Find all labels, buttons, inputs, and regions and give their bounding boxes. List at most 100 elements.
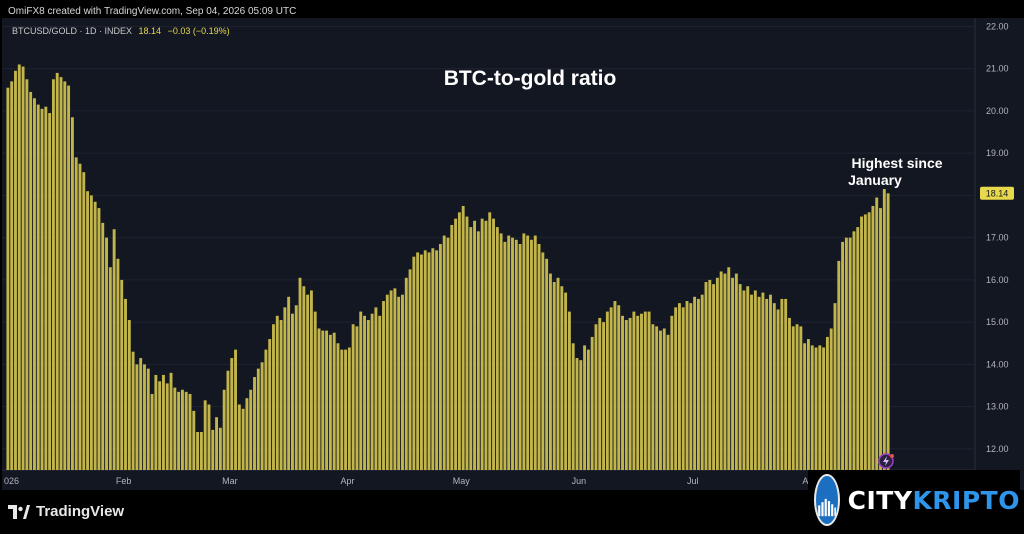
bar xyxy=(70,117,74,470)
bar xyxy=(416,252,420,470)
bar xyxy=(700,294,704,470)
bar xyxy=(249,389,253,470)
bar xyxy=(473,220,477,470)
bar xyxy=(856,227,860,470)
bar xyxy=(454,218,458,470)
brand-word-kripto: KRIPTO xyxy=(912,485,1020,515)
bar xyxy=(401,294,404,470)
bar xyxy=(484,220,488,470)
bar xyxy=(609,307,613,470)
bar xyxy=(298,277,302,470)
bar xyxy=(715,277,719,470)
bar xyxy=(503,241,507,470)
bar xyxy=(465,216,469,470)
bar xyxy=(382,301,385,470)
bar xyxy=(488,212,492,471)
bar xyxy=(158,381,162,470)
bar xyxy=(841,241,845,470)
bar xyxy=(17,64,21,471)
bar xyxy=(533,235,537,470)
bar xyxy=(169,372,173,470)
bar xyxy=(875,197,879,470)
last-price-label: 18.14 xyxy=(986,188,1009,198)
bar xyxy=(165,383,169,470)
y-tick-label: 16.00 xyxy=(986,275,1009,285)
bar xyxy=(279,320,283,470)
tradingview-logo-icon xyxy=(8,504,30,519)
bar xyxy=(674,307,678,470)
bar xyxy=(518,244,522,470)
bar xyxy=(287,296,291,470)
bar xyxy=(844,237,848,470)
bar xyxy=(704,282,708,470)
bar xyxy=(806,339,810,470)
bar xyxy=(560,286,564,470)
bar xyxy=(241,408,245,470)
bar xyxy=(207,404,211,470)
bar xyxy=(514,239,518,470)
bar xyxy=(59,77,63,470)
bar xyxy=(757,296,761,470)
bar xyxy=(541,252,545,470)
bar xyxy=(548,273,552,470)
tradingview-logo[interactable]: TradingView xyxy=(8,503,124,520)
bar xyxy=(272,324,275,470)
bar xyxy=(355,326,359,470)
bar xyxy=(14,70,17,470)
bolt-marker-icon[interactable] xyxy=(878,453,894,469)
bar xyxy=(211,429,215,470)
bar xyxy=(378,315,382,470)
bar xyxy=(74,157,78,471)
bar xyxy=(275,315,279,470)
bar xyxy=(328,334,332,470)
bar xyxy=(564,292,568,470)
bar xyxy=(25,79,29,471)
bar xyxy=(120,279,124,470)
bar xyxy=(366,320,370,470)
bar xyxy=(530,239,533,470)
bar xyxy=(670,315,674,470)
bar xyxy=(393,288,397,470)
bar xyxy=(738,284,742,470)
bar xyxy=(55,72,59,470)
bar xyxy=(101,222,105,470)
bar xyxy=(628,317,632,470)
bar xyxy=(438,244,442,470)
bar xyxy=(40,108,44,470)
bar xyxy=(495,227,499,470)
bar xyxy=(461,205,465,470)
bar xyxy=(605,311,609,470)
bar xyxy=(268,339,272,470)
bar xyxy=(624,320,628,470)
bar xyxy=(617,305,621,470)
bar xyxy=(230,358,234,470)
bar xyxy=(180,389,184,470)
bar xyxy=(871,205,875,470)
bar xyxy=(306,294,310,470)
bar xyxy=(579,360,583,470)
bar xyxy=(184,391,188,470)
bar xyxy=(389,290,393,470)
bar xyxy=(10,81,14,470)
bar xyxy=(218,427,222,470)
x-tick-label: Feb xyxy=(116,476,132,486)
bar xyxy=(446,237,450,470)
x-tick-label: Jun xyxy=(572,476,587,486)
x-tick-label: May xyxy=(453,476,471,486)
bar xyxy=(681,307,685,470)
bar xyxy=(264,349,268,470)
bar xyxy=(177,391,181,470)
y-tick-label: 17.00 xyxy=(986,233,1009,243)
bar xyxy=(765,298,769,470)
bar xyxy=(385,294,389,470)
bar xyxy=(199,431,203,470)
bar xyxy=(651,324,655,470)
symbol-legend: BTCUSD/GOLD · 1D · INDEX 18.14 −0.03 (−0… xyxy=(12,26,230,36)
bar xyxy=(51,79,55,471)
bar xyxy=(427,252,431,470)
bar xyxy=(143,364,146,470)
bar xyxy=(344,349,348,470)
bar xyxy=(666,334,670,470)
bar xyxy=(776,309,780,470)
bar xyxy=(848,237,852,470)
